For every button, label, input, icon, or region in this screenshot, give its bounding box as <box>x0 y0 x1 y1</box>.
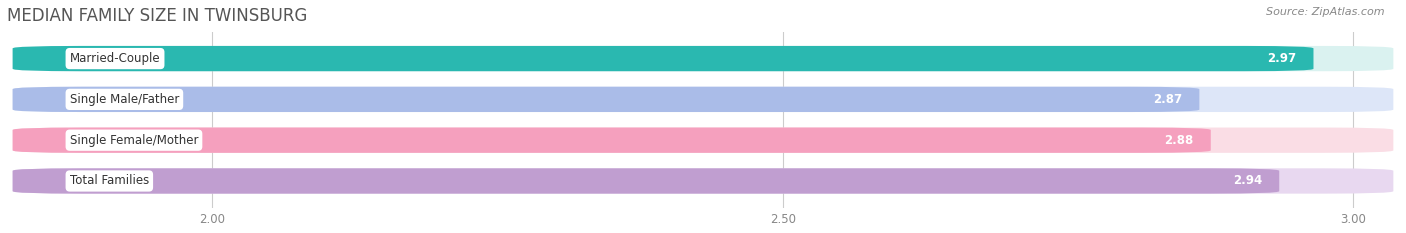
Text: 2.87: 2.87 <box>1153 93 1182 106</box>
Text: Single Male/Father: Single Male/Father <box>70 93 179 106</box>
FancyBboxPatch shape <box>13 87 1199 112</box>
FancyBboxPatch shape <box>13 168 1393 194</box>
Text: Total Families: Total Families <box>70 175 149 188</box>
FancyBboxPatch shape <box>13 127 1393 153</box>
FancyBboxPatch shape <box>13 46 1393 71</box>
FancyBboxPatch shape <box>13 87 1393 112</box>
FancyBboxPatch shape <box>13 46 1313 71</box>
Text: 2.88: 2.88 <box>1164 134 1194 147</box>
Text: 2.94: 2.94 <box>1233 175 1263 188</box>
Text: 2.97: 2.97 <box>1267 52 1296 65</box>
Text: Married-Couple: Married-Couple <box>70 52 160 65</box>
Text: MEDIAN FAMILY SIZE IN TWINSBURG: MEDIAN FAMILY SIZE IN TWINSBURG <box>7 7 308 25</box>
FancyBboxPatch shape <box>13 127 1211 153</box>
Text: Source: ZipAtlas.com: Source: ZipAtlas.com <box>1267 7 1385 17</box>
Text: Single Female/Mother: Single Female/Mother <box>70 134 198 147</box>
FancyBboxPatch shape <box>13 168 1279 194</box>
